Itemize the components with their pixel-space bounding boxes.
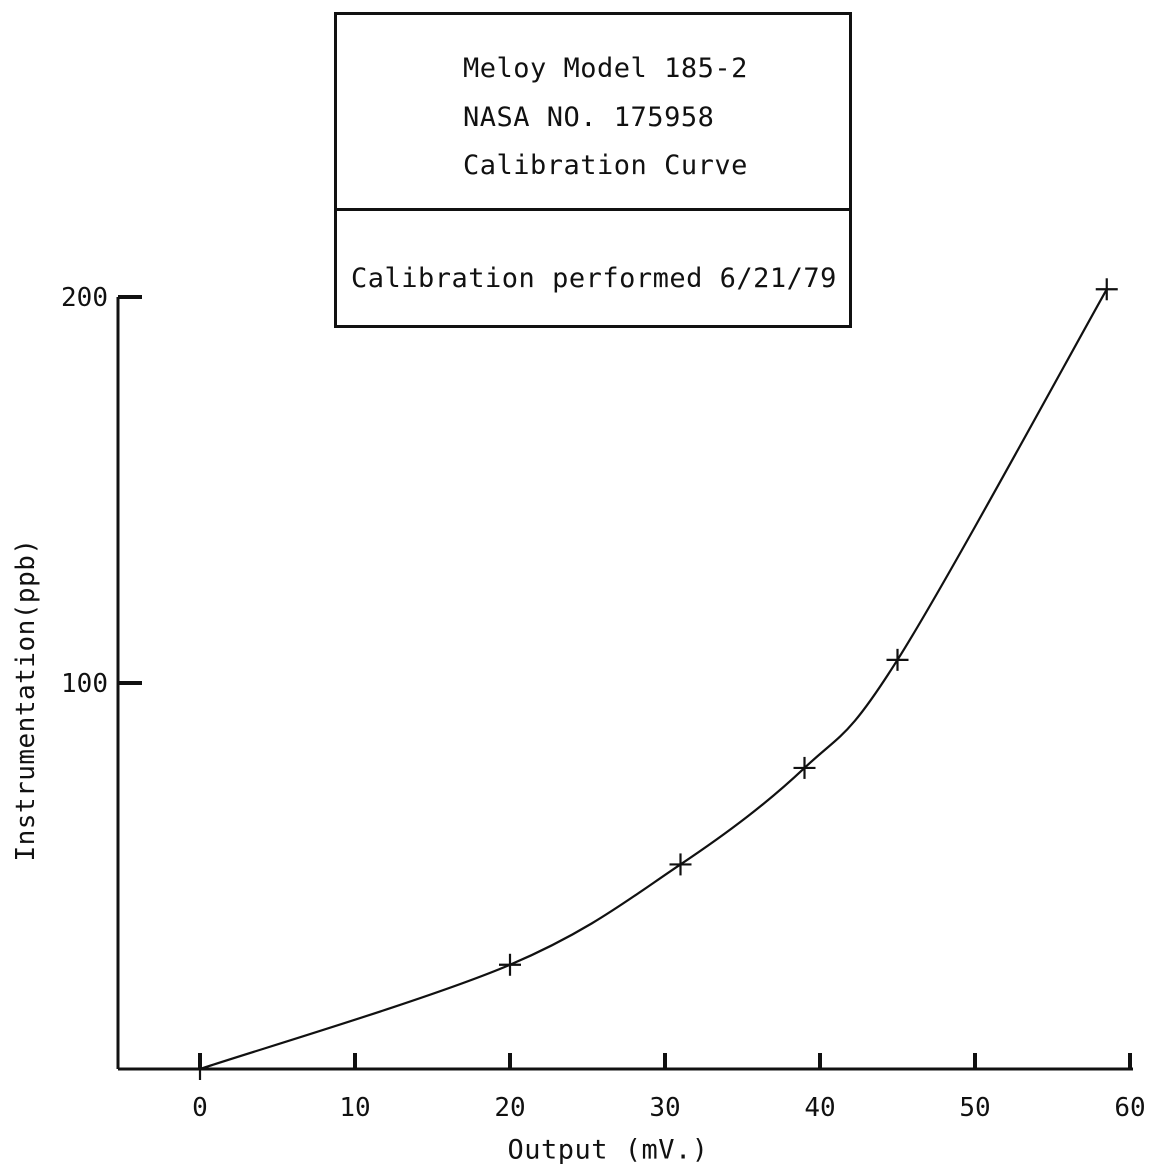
calibration-date-note: Calibration performed 6/21/79 <box>351 263 837 294</box>
x-axis-label: Output (mV.) <box>507 1134 709 1166</box>
x-tick-label-10: 10 <box>339 1093 370 1123</box>
x-tick-label-40: 40 <box>804 1093 835 1123</box>
data-point-2 <box>669 853 692 876</box>
data-point-0 <box>189 1058 211 1080</box>
chart-title-box: Meloy Model 185-2 NASA NO. 175958 Calibr… <box>334 12 852 328</box>
title-model: Meloy Model 185-2 <box>463 53 748 84</box>
x-tick-label-30: 30 <box>649 1093 680 1123</box>
x-tick-label-20: 20 <box>494 1093 525 1123</box>
x-tick-label-50: 50 <box>959 1093 990 1123</box>
x-tick-label-0: 0 <box>192 1093 208 1123</box>
data-point-4 <box>886 648 909 671</box>
title-curve: Calibration Curve <box>463 150 748 181</box>
data-point-3 <box>793 756 816 779</box>
series-line <box>199 288 1108 1071</box>
data-point-1 <box>499 953 521 976</box>
y-tick-label-100: 100 <box>61 669 108 699</box>
title-upper-section: Meloy Model 185-2 NASA NO. 175958 Calibr… <box>337 15 849 211</box>
title-nasa-number: NASA NO. 175958 <box>463 102 715 133</box>
x-tick-label-60: 60 <box>1114 1093 1145 1123</box>
y-tick-label-200: 200 <box>61 283 108 313</box>
y-axis-label: Instrumentation(ppb) <box>11 538 41 862</box>
data-point-5 <box>1095 278 1118 301</box>
